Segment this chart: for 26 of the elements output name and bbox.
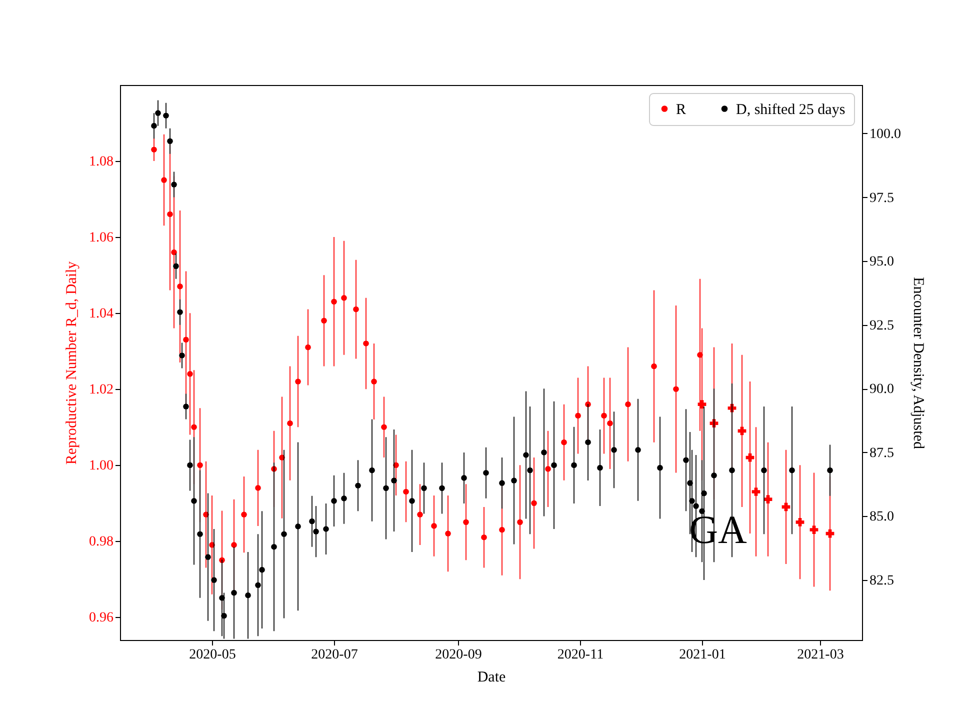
x-tick-label: 2020-07	[311, 648, 358, 662]
x-tick-label: 2021-03	[797, 648, 844, 662]
y-tick-label: 1.00	[89, 458, 114, 474]
x-tick-label: 2020-09	[435, 648, 482, 662]
y-axis-title: Reproductive Number R_d, Daily	[64, 260, 80, 465]
x-axis-title: Date	[477, 670, 506, 686]
y2-tick-label: 97.5	[870, 190, 894, 206]
legend-label: R	[676, 102, 686, 118]
y-tick-label: 1.04	[89, 306, 114, 322]
y-tick-label: 1.06	[89, 230, 114, 246]
y2-tick-label: 100.0	[870, 126, 901, 142]
y2-axis-title: Encounter Density, Adjusted	[910, 277, 926, 450]
x-tick-label: 2021-01	[679, 648, 726, 662]
y2-tick-label: 85.0	[870, 510, 894, 525]
y-tick-label: 0.96	[89, 610, 114, 626]
y2-tick-label: 82.5	[870, 574, 894, 589]
y2-tick-label: 87.5	[870, 446, 894, 461]
y2-tick-label: 92.5	[870, 318, 894, 334]
legend-label: D, shifted 25 days	[736, 102, 846, 118]
y-tick-label: 1.08	[89, 154, 114, 170]
x-tick-label: 2020-11	[557, 648, 604, 662]
y-tick-label: 1.02	[89, 382, 114, 398]
y-tick-label: 0.98	[89, 534, 114, 550]
y2-tick-label: 90.0	[870, 382, 894, 398]
y2-tick-label: 95.0	[870, 254, 894, 270]
x-tick-label: 2020-05	[189, 648, 236, 662]
